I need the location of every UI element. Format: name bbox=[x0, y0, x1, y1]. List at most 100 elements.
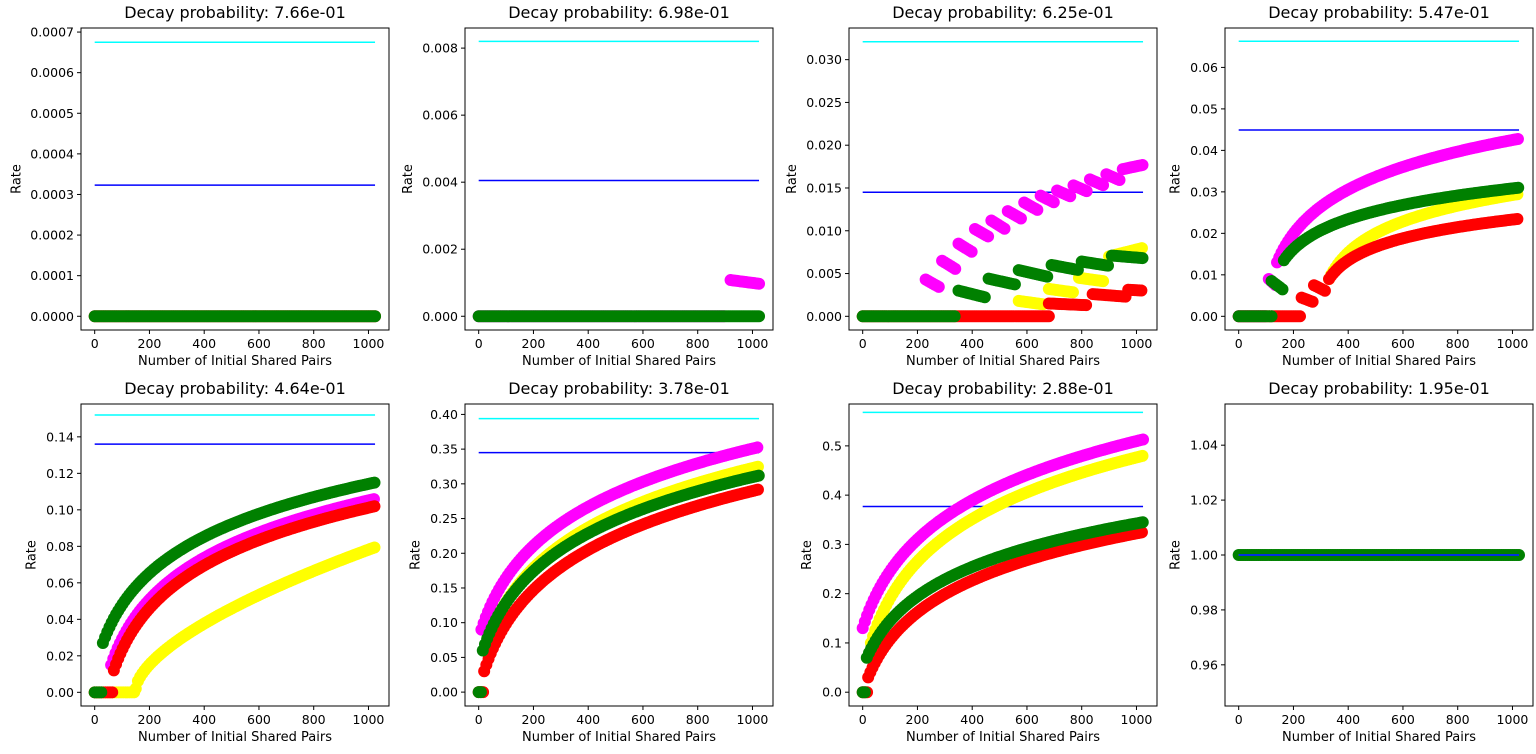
x-tick-label: 400 bbox=[960, 712, 984, 727]
x-tick-label: 400 bbox=[192, 336, 216, 351]
y-tick-label: 0.05 bbox=[430, 650, 458, 665]
point bbox=[106, 686, 119, 699]
point bbox=[1136, 252, 1149, 265]
x-tick-label: 400 bbox=[1336, 712, 1360, 727]
x-tick-label: 1000 bbox=[1121, 336, 1153, 351]
point bbox=[1008, 278, 1021, 291]
y-tick-label: 0.04 bbox=[1190, 143, 1218, 158]
point bbox=[1097, 275, 1110, 288]
y-axis-label: Rate bbox=[785, 164, 800, 194]
plot-area bbox=[88, 414, 381, 699]
y-tick-label: 1.02 bbox=[1190, 493, 1218, 508]
y-tick-label: 0.0000 bbox=[30, 309, 74, 324]
point bbox=[1080, 299, 1093, 312]
y-tick-label: 0.30 bbox=[430, 476, 458, 491]
point bbox=[1318, 284, 1331, 297]
plot-area bbox=[472, 40, 766, 323]
point bbox=[1511, 213, 1524, 226]
x-tick-label: 800 bbox=[302, 712, 326, 727]
point bbox=[753, 277, 766, 290]
x-tick-label: 0 bbox=[91, 712, 99, 727]
point bbox=[369, 310, 382, 323]
series-green bbox=[88, 476, 381, 699]
point bbox=[1101, 259, 1114, 272]
y-tick-label: 0.03 bbox=[1190, 184, 1218, 199]
x-tick-label: 600 bbox=[247, 336, 271, 351]
x-tick-label: 400 bbox=[192, 712, 216, 727]
x-tick-label: 0 bbox=[475, 336, 483, 351]
point bbox=[751, 441, 764, 454]
x-tick-label: 600 bbox=[1015, 712, 1039, 727]
y-tick-label: 0.006 bbox=[422, 108, 458, 123]
point bbox=[1276, 283, 1289, 296]
point bbox=[1031, 203, 1044, 216]
y-tick-label: 0.1 bbox=[822, 635, 842, 650]
x-tick-label: 200 bbox=[138, 336, 162, 351]
point bbox=[368, 541, 381, 554]
subplot-2: 0 200 400 600 800 1000 0.000 0.002 0.004 0.006 0.0… bbox=[401, 3, 774, 369]
subplot-3: 0 200 400 600 800 1000 0.000 0.005 0.010 0.015 0.0… bbox=[785, 3, 1158, 369]
series-green bbox=[856, 516, 1149, 699]
x-tick-label: 600 bbox=[1391, 712, 1415, 727]
series-green bbox=[88, 310, 382, 323]
x-tick-label: 600 bbox=[1015, 336, 1039, 351]
y-axis-label: Rate bbox=[409, 540, 424, 570]
axes-frame bbox=[848, 27, 1158, 331]
y-tick-label: 0.4 bbox=[822, 488, 842, 503]
y-tick-label: 0.00 bbox=[46, 685, 74, 700]
x-tick-label: 400 bbox=[576, 712, 600, 727]
plot-area bbox=[856, 411, 1150, 699]
y-tick-label: 0.0 bbox=[822, 685, 842, 700]
y-tick-label: 0.5 bbox=[822, 438, 842, 453]
y-tick-label: 0.005 bbox=[806, 266, 842, 281]
series-yellow bbox=[864, 449, 1149, 649]
x-tick-label: 1000 bbox=[1121, 712, 1153, 727]
point bbox=[949, 262, 962, 275]
point bbox=[1306, 295, 1319, 308]
point bbox=[1136, 158, 1149, 171]
x-tick-label: 600 bbox=[631, 336, 655, 351]
y-tick-label: 0.10 bbox=[430, 615, 458, 630]
series-red bbox=[856, 526, 1148, 699]
x-axis-label: Number of Initial Shared Pairs bbox=[906, 730, 1100, 745]
x-axis-label: Number of Initial Shared Pairs bbox=[906, 354, 1100, 369]
x-tick-label: 1000 bbox=[1497, 336, 1529, 351]
y-tick-label: 0.00 bbox=[1190, 309, 1218, 324]
y-tick-label: 0.20 bbox=[430, 546, 458, 561]
point bbox=[368, 476, 381, 489]
point bbox=[752, 469, 765, 482]
x-tick-label: 600 bbox=[1391, 336, 1415, 351]
point bbox=[1135, 284, 1148, 297]
x-axis-label: Number of Initial Shared Pairs bbox=[138, 354, 332, 369]
x-tick-label: 200 bbox=[906, 712, 930, 727]
x-tick-label: 200 bbox=[906, 336, 930, 351]
point bbox=[95, 686, 108, 699]
point bbox=[1511, 132, 1524, 145]
point bbox=[932, 280, 945, 293]
y-tick-label: 1.04 bbox=[1190, 438, 1218, 453]
y-tick-label: 0.020 bbox=[806, 138, 842, 153]
y-axis-label: Rate bbox=[25, 540, 40, 570]
y-tick-label: 0.40 bbox=[430, 407, 458, 422]
y-tick-label: 0.08 bbox=[46, 539, 74, 554]
y-tick-label: 0.004 bbox=[422, 175, 458, 190]
y-tick-label: 0.0006 bbox=[30, 65, 74, 80]
subplot-title: Decay probability: 1.95e-01 bbox=[1268, 379, 1490, 398]
x-tick-label: 800 bbox=[1446, 336, 1470, 351]
x-axis-label: Number of Initial Shared Pairs bbox=[522, 354, 716, 369]
x-tick-label: 1000 bbox=[737, 712, 769, 727]
x-tick-label: 800 bbox=[686, 336, 710, 351]
point bbox=[1066, 286, 1079, 299]
series-green bbox=[1232, 181, 1525, 323]
y-tick-label: 0.0007 bbox=[30, 25, 74, 40]
y-tick-label: 0.010 bbox=[806, 223, 842, 238]
y-tick-label: 0.000 bbox=[422, 309, 458, 324]
point bbox=[1137, 433, 1150, 446]
series-yellow bbox=[88, 541, 381, 699]
plot-area bbox=[472, 417, 765, 699]
subplot-7: 0 200 400 600 800 1000 0.0 0.1 0.2 0.3 0.4 0.5 Decay… bbox=[800, 379, 1158, 745]
x-tick-label: 600 bbox=[247, 712, 271, 727]
subplot-title: Decay probability: 3.78e-01 bbox=[508, 379, 730, 398]
point bbox=[1135, 242, 1148, 255]
x-tick-label: 200 bbox=[138, 712, 162, 727]
